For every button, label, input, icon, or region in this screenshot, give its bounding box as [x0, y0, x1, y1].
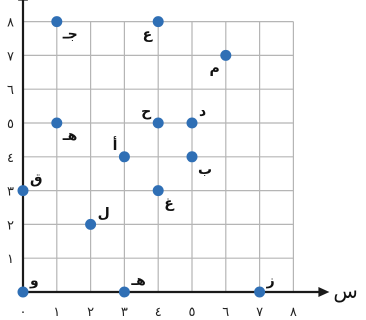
point-marker [220, 49, 232, 61]
point-label: ب [198, 162, 212, 178]
point-marker [186, 117, 198, 129]
point-label: هـ [130, 273, 146, 289]
point-marker [118, 286, 130, 298]
x-tick-label: ٨ [290, 305, 297, 320]
point-label: ل [98, 205, 110, 221]
y-tick-label: ٨ [7, 16, 14, 31]
x-axis-label: س [333, 279, 357, 303]
point-marker [118, 151, 130, 163]
point-label: ع [143, 27, 154, 43]
x-tick-label: ٥ [189, 305, 196, 320]
point-marker [254, 286, 266, 298]
point-label: م [210, 60, 220, 76]
point-marker [51, 117, 63, 129]
x-tick-label: ٠ [20, 305, 27, 320]
point-label: د [199, 104, 206, 120]
grid [23, 21, 294, 292]
point-marker [17, 185, 29, 197]
y-tick-label: ٥ [7, 117, 14, 132]
point-label: ح [141, 104, 152, 120]
point-marker [51, 16, 63, 28]
point-label: جـ [62, 27, 78, 43]
axes: س ص [18, 0, 358, 303]
point-label: ز [266, 273, 275, 289]
y-tick-label: ٢ [7, 218, 14, 233]
point-label: أ [113, 136, 118, 154]
x-tick-label: ٦ [222, 305, 229, 320]
x-tick-label: ٤ [155, 305, 162, 320]
point-marker [152, 16, 164, 28]
tick-labels: ٠ ١ ٢ ٣ ٤ ٥ ٦ ٧ ٨ ١ ٢ ٣ ٤ ٥ ٦ ٧ ٨ [7, 16, 297, 320]
point-label: ق [30, 172, 43, 188]
point-label: هـ [62, 128, 78, 144]
y-axis-arrow [18, 0, 28, 1]
point-marker [186, 151, 198, 163]
y-tick-label: ١ [7, 252, 14, 267]
point-marker [85, 218, 97, 230]
point-marker [152, 117, 164, 129]
x-tick-label: ٣ [121, 305, 128, 320]
x-axis-arrow [318, 287, 330, 297]
y-tick-label: ٧ [7, 49, 14, 64]
x-tick-label: ٧ [256, 305, 263, 320]
y-tick-label: ٣ [7, 185, 14, 200]
point-marker [17, 286, 29, 298]
point-label: و [29, 273, 39, 289]
point-marker [152, 185, 164, 197]
y-tick-label: ٦ [7, 83, 14, 98]
x-tick-label: ١ [53, 305, 60, 320]
y-tick-label: ٤ [7, 151, 14, 166]
point-label: غ [164, 196, 175, 212]
x-tick-label: ٢ [87, 305, 94, 320]
points: و هـ ز ق ل غ أ ب هـ ح د م جـ ع [17, 16, 275, 298]
